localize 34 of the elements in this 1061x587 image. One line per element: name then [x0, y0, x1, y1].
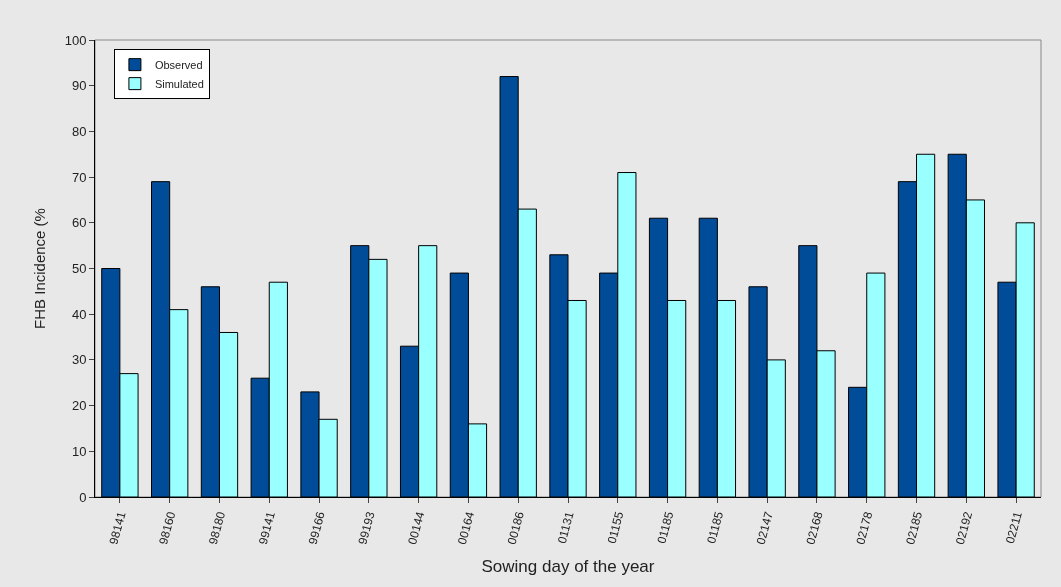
x-tick-label: 01131: [554, 509, 577, 546]
y-tick-label: 100: [64, 32, 87, 48]
y-tick-label: 30: [71, 352, 87, 368]
x-tick-label: 00164: [454, 509, 478, 546]
x-tick-label: 02185: [903, 509, 926, 546]
x-tick-label: 00144: [405, 509, 428, 546]
y-tick-label: 80: [71, 123, 87, 139]
x-tick-label: 01185: [654, 509, 677, 546]
x-tick-label: 99141: [255, 509, 279, 546]
legend-label: Observed: [154, 58, 203, 71]
x-tick-label: 99166: [305, 509, 328, 546]
x-tick-label: 02147: [753, 509, 776, 546]
x-tick-label: 02211: [1002, 509, 1025, 546]
x-axis-title: Sowing day of the year: [481, 557, 655, 577]
y-tick-label: 60: [71, 215, 87, 231]
y-tick-label: 50: [71, 261, 87, 277]
y-tick-label: 40: [71, 306, 87, 322]
x-tick-label: 98180: [206, 509, 229, 546]
x-tick-label: 02178: [853, 509, 876, 546]
x-tick-label: 98160: [156, 509, 179, 546]
x-tick-label: 99193: [355, 509, 378, 546]
x-tick-label: 98141: [106, 509, 129, 546]
x-tick-label: 01155: [604, 509, 627, 546]
y-tick-label: 90: [71, 78, 87, 94]
y-tick-label: 10: [71, 443, 87, 459]
x-tick-label: 01185: [704, 509, 727, 546]
y-tick-label: 20: [71, 398, 87, 414]
x-tick-label: 02192: [952, 509, 976, 546]
x-tick-label: 02168: [803, 509, 826, 546]
y-tick-label: 70: [71, 169, 87, 185]
y-axis-title: FHB Incidence (%: [30, 208, 48, 329]
legend-label: Simulated: [154, 77, 204, 90]
y-tick-label: 0: [79, 489, 87, 505]
x-tick-label: 00186: [504, 509, 527, 546]
